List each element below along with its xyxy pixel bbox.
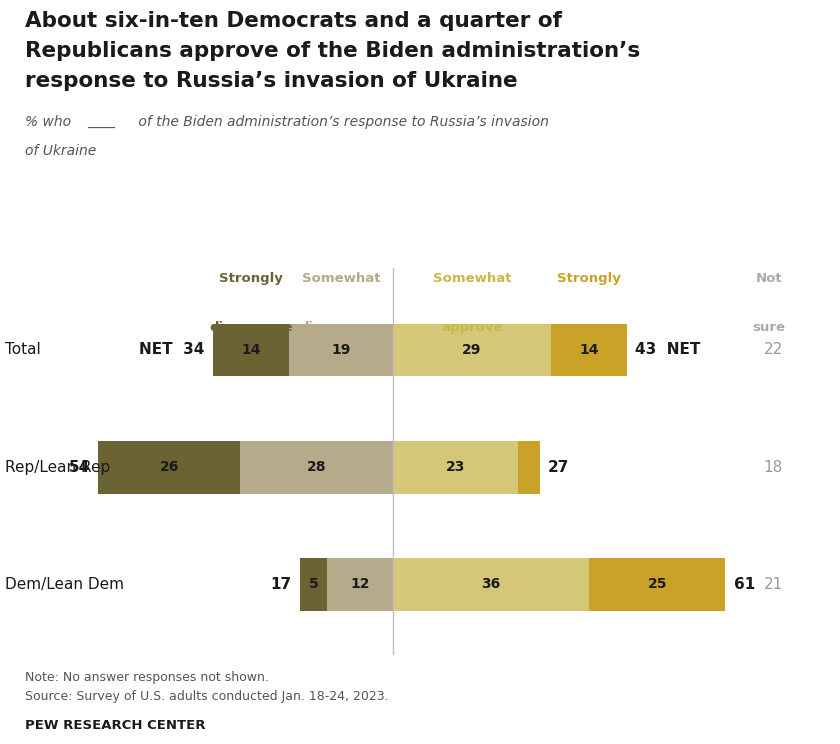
Bar: [518, 440, 540, 493]
Text: Dem/Lean Dem: Dem/Lean Dem: [5, 577, 124, 592]
Text: 54: 54: [69, 460, 90, 475]
Text: Strongly: Strongly: [557, 272, 621, 286]
Bar: [551, 324, 627, 376]
Text: Republicans approve of the Biden administration’s: Republicans approve of the Biden adminis…: [25, 41, 640, 61]
Text: disapprove: disapprove: [209, 321, 292, 333]
Bar: [393, 558, 589, 611]
Text: NET  34: NET 34: [139, 342, 205, 357]
Text: 23: 23: [446, 460, 465, 474]
Text: Not: Not: [756, 272, 782, 286]
Text: sure: sure: [753, 321, 785, 333]
Text: 22: 22: [764, 342, 783, 357]
Text: 43  NET: 43 NET: [635, 342, 701, 357]
Text: Strongly: Strongly: [219, 272, 283, 286]
Bar: [289, 324, 393, 376]
Text: 61: 61: [733, 577, 755, 592]
Text: of the Biden administration’s response to Russia’s invasion: of the Biden administration’s response t…: [134, 115, 549, 129]
Text: 19: 19: [331, 343, 350, 357]
Bar: [98, 440, 240, 493]
Text: Rep/Lean Rep: Rep/Lean Rep: [5, 460, 111, 475]
Text: PEW RESEARCH CENTER: PEW RESEARCH CENTER: [25, 719, 206, 732]
Text: disapprove: disapprove: [299, 321, 383, 333]
Text: Somewhat: Somewhat: [302, 272, 381, 286]
Text: Total: Total: [5, 342, 41, 357]
Text: 36: 36: [481, 577, 501, 591]
Text: Note: No answer responses not shown.: Note: No answer responses not shown.: [25, 671, 269, 684]
Text: Somewhat: Somewhat: [433, 272, 511, 286]
Bar: [240, 440, 393, 493]
Text: 12: 12: [350, 577, 370, 591]
Text: approve: approve: [559, 321, 620, 333]
Text: Source: Survey of U.S. adults conducted Jan. 18-24, 2023.: Source: Survey of U.S. adults conducted …: [25, 690, 389, 703]
Text: 26: 26: [160, 460, 179, 474]
Text: 14: 14: [241, 343, 260, 357]
Bar: [393, 440, 518, 493]
Text: 17: 17: [270, 577, 291, 592]
Text: 5: 5: [309, 577, 318, 591]
Text: About six-in-ten Democrats and a quarter of: About six-in-ten Democrats and a quarter…: [25, 11, 562, 31]
Text: 14: 14: [580, 343, 599, 357]
Text: 29: 29: [462, 343, 481, 357]
Bar: [393, 324, 551, 376]
Text: 27: 27: [549, 460, 570, 475]
Text: 21: 21: [764, 577, 783, 592]
Text: response to Russia’s invasion of Ukraine: response to Russia’s invasion of Ukraine: [25, 71, 517, 91]
Text: % who: % who: [25, 115, 71, 129]
Bar: [213, 324, 289, 376]
Text: 25: 25: [648, 577, 667, 591]
Text: 18: 18: [764, 460, 783, 475]
Text: 28: 28: [307, 460, 326, 474]
Bar: [589, 558, 726, 611]
Text: of Ukraine: of Ukraine: [25, 144, 97, 158]
Text: ____: ____: [87, 115, 115, 129]
Bar: [300, 558, 328, 611]
Bar: [328, 558, 393, 611]
Text: approve: approve: [441, 321, 502, 333]
